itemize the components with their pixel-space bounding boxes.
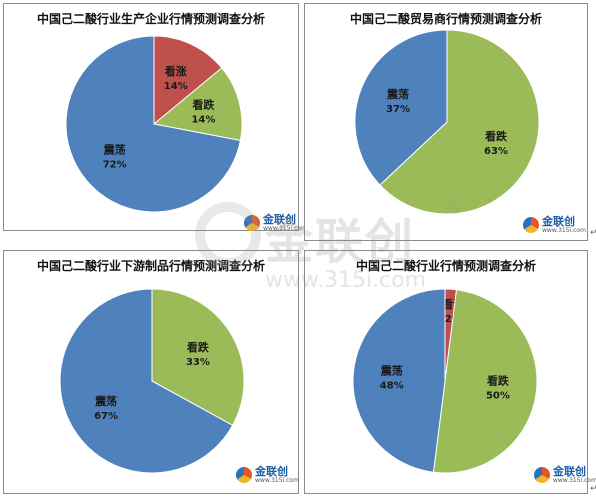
- pie-slice-oscillate: [65, 35, 242, 213]
- brand-logo: 金联创 www.315i.com: [534, 466, 596, 484]
- logo-url: www.315i.com: [542, 227, 586, 234]
- pie-slice-oscillate: [354, 29, 448, 186]
- logo-name: 金联创: [263, 213, 296, 226]
- slice-value-label: 14%: [191, 114, 215, 125]
- paragraph-marker-icon: ↵: [590, 228, 596, 238]
- chart-panel-traders: 中国己二酸贸易商行情预测调查分析 看跌 63% 震荡 37% 金联创 www.315i…: [304, 3, 588, 241]
- slice-label: 震荡: [380, 364, 403, 378]
- pie-slice-fall: [151, 288, 245, 427]
- chart-panel-downstream: 中国己二酸行业下游制品行情预测调查分析 看跌 33% 震荡 67%: [3, 250, 299, 494]
- logo-mark-icon: [534, 467, 550, 483]
- brand-logo: 金联创 www.315i.com: [236, 466, 299, 484]
- logo-name: 金联创: [255, 465, 288, 478]
- slice-value-label: 72%: [103, 160, 127, 171]
- slice-value-label: 67%: [94, 411, 118, 422]
- slice-value-label: 63%: [484, 146, 508, 157]
- logo-mark-icon: [236, 467, 252, 483]
- pie-slice-fall: [152, 67, 243, 142]
- brand-logo: 金联创 www.315i.com: [523, 216, 586, 234]
- slice-label: 震荡: [386, 87, 409, 101]
- logo-name: 金联创: [553, 465, 586, 478]
- brand-logo: 金联创 www.315i.com: [244, 214, 307, 232]
- chart-title: 中国己二酸行业下游制品行情预测调查分析: [36, 259, 265, 273]
- chart-title: 中国己二酸行业生产企业行情预测调查分析: [36, 12, 265, 26]
- pie-chart: 看跌 63% 震荡 37%: [354, 29, 540, 215]
- pie-chart: 看跌 33% 震荡 67%: [59, 288, 245, 474]
- slice-label: 看跌: [187, 340, 210, 354]
- pie-slice-fall: [432, 289, 538, 474]
- pie-slice-oscillate: [59, 288, 234, 474]
- logo-url: www.315i.com: [553, 477, 596, 484]
- logo-mark-icon: [523, 217, 539, 233]
- slice-value-label: 37%: [386, 104, 410, 115]
- pie-chart: 看涨 14% 看跌 14% 震荡 72%: [65, 35, 243, 213]
- slice-label: 看跌: [485, 129, 508, 143]
- slice-label: 看跌: [487, 374, 510, 388]
- chart-panel-producers: 中国己二酸行业生产企业行情预测调查分析 看涨 14% 看跌 14% 震荡 72% 金联创 …: [3, 3, 307, 232]
- pie-slice-rise: [153, 35, 223, 126]
- chart-title: 中国己二酸贸易商行情预测调查分析: [349, 12, 542, 26]
- slice-label: 震荡: [94, 394, 117, 408]
- slice-value-label: 33%: [186, 357, 210, 368]
- slice-label: 看跌: [192, 97, 215, 111]
- chart-title: 中国己二酸行业行情预测调查分析: [355, 259, 536, 273]
- pie-slice-fall: [379, 29, 540, 215]
- paragraph-marker-icon: ↵: [590, 484, 596, 494]
- slice-value-label: 14%: [164, 81, 188, 92]
- slice-label: 震荡: [103, 143, 126, 157]
- slice-label: 看涨: [165, 64, 187, 78]
- pie-slice-oscillate: [352, 288, 446, 473]
- logo-mark-icon: [244, 215, 260, 231]
- logo-url: www.315i.com: [263, 225, 307, 232]
- slice-value-label: 48%: [380, 381, 404, 392]
- slice-value-label: 50%: [486, 391, 510, 402]
- logo-name: 金联创: [542, 215, 575, 228]
- logo-url: www.315i.com: [255, 477, 299, 484]
